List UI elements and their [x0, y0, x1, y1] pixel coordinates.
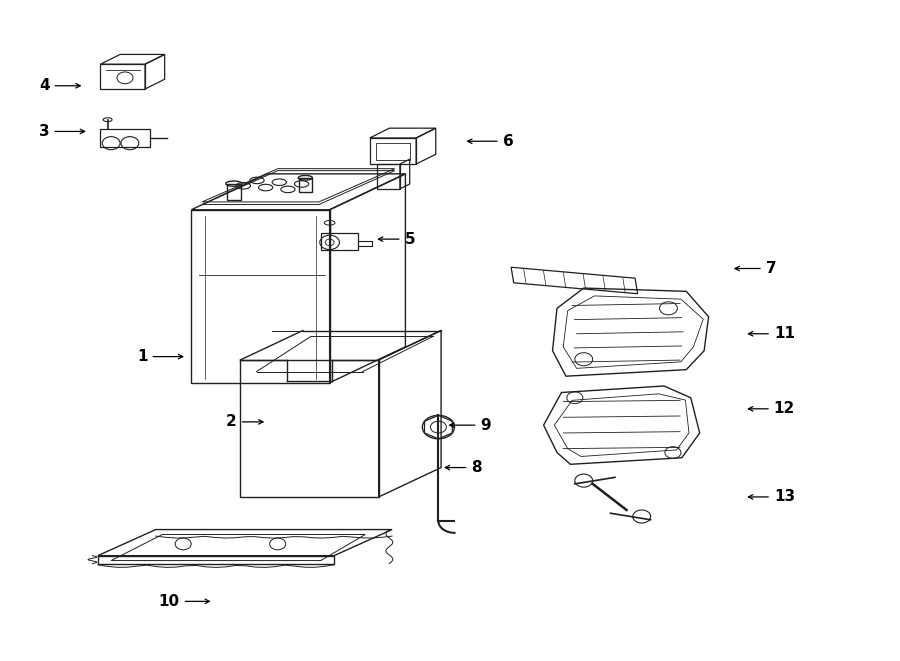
Text: 2: 2 [226, 414, 263, 430]
Text: 8: 8 [446, 460, 482, 475]
Text: 10: 10 [158, 594, 210, 609]
Text: 3: 3 [39, 124, 85, 139]
Text: 4: 4 [39, 78, 80, 93]
Text: 5: 5 [378, 231, 415, 247]
Text: 12: 12 [749, 401, 795, 416]
Text: 6: 6 [468, 134, 513, 149]
Text: 13: 13 [749, 489, 795, 504]
Text: 1: 1 [137, 349, 183, 364]
Text: 9: 9 [450, 418, 491, 433]
Text: 7: 7 [735, 261, 777, 276]
Text: 11: 11 [749, 327, 795, 341]
